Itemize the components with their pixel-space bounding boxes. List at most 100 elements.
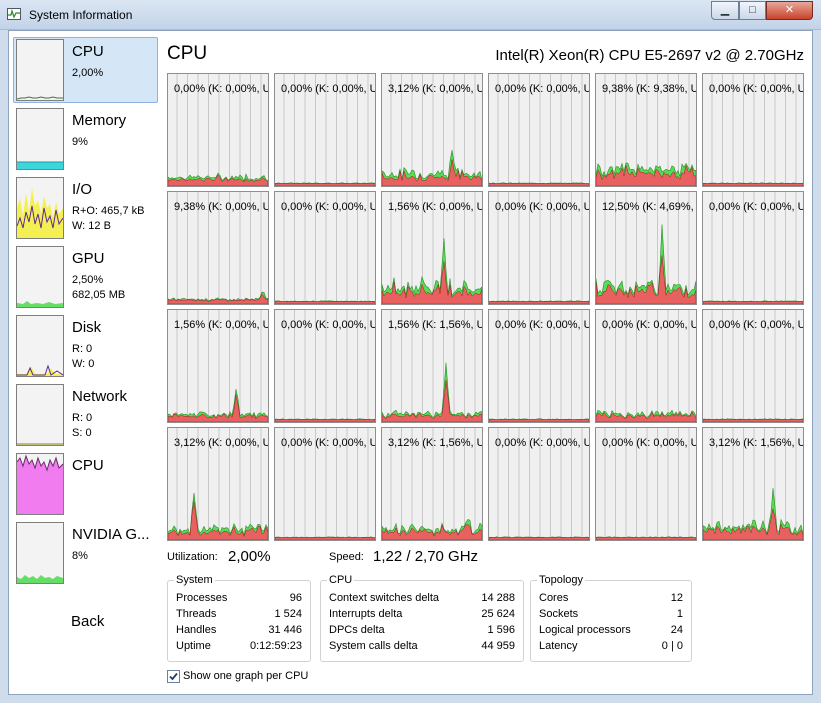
memory-thumbnail-graph: [16, 108, 64, 170]
core-graph-9: 0,00% (K: 0,00%, U: [488, 191, 590, 305]
window-title: System Information: [29, 8, 133, 22]
speed-label: Speed:: [329, 551, 364, 563]
sidebar-item-gpu[interactable]: GPU 2,50% 682,05 MB: [13, 244, 158, 310]
core-graph-label: 3,12% (K: 1,56%, U: [388, 437, 483, 449]
core-graph-label: 0,00% (K: 0,00%, U: [709, 201, 804, 213]
sidebar-value: 682,05 MB: [72, 289, 126, 301]
window-client: CPU 2,00% Memory 9% I/O R+O: 465,7 kB W:…: [8, 30, 813, 695]
maximize-button[interactable]: □: [739, 1, 766, 20]
core-graph-label: 0,00% (K: 0,00%, U: [709, 319, 804, 331]
stat-value: 24: [670, 624, 683, 636]
core-graph-17: 0,00% (K: 0,00%, U: [702, 309, 804, 423]
stat-value: 96: [289, 592, 302, 604]
group-title: Topology: [537, 574, 586, 586]
core-graph-18: 3,12% (K: 0,00%, U: [167, 427, 269, 541]
sidebar-item-disk[interactable]: Disk R: 0 W: 0: [13, 313, 158, 379]
core-graph-label: 3,12% (K: 0,00%, U: [388, 83, 483, 95]
core-graph-8: 1,56% (K: 0,00%, U: [381, 191, 483, 305]
minimize-button[interactable]: ▁: [711, 1, 739, 20]
core-graph-label: 9,38% (K: 0,00%, U: [174, 201, 269, 213]
sidebar-label: GPU: [72, 250, 105, 267]
core-graph-20: 3,12% (K: 1,56%, U: [381, 427, 483, 541]
stat-row: DPCs delta 1 596: [329, 624, 515, 640]
core-graph-11: 0,00% (K: 0,00%, U: [702, 191, 804, 305]
core-graph-label: 0,00% (K: 0,00%, U: [281, 83, 376, 95]
core-graph-13: 0,00% (K: 0,00%, U: [274, 309, 376, 423]
stat-value: 1: [676, 608, 683, 620]
core-graph-label: 0,00% (K: 0,00%, U: [281, 201, 376, 213]
sidebar-label: NVIDIA G...: [72, 526, 150, 543]
stat-row: Sockets 1: [539, 608, 683, 624]
sidebar-label: I/O: [72, 181, 93, 198]
sidebar-value: W: 0: [72, 358, 95, 370]
sidebar-value: R: 0: [72, 412, 93, 424]
group-title: CPU: [327, 574, 355, 586]
sidebar-item-nvidia[interactable]: NVIDIA G... 8%: [13, 520, 158, 586]
stat-row: Logical processors 24: [539, 624, 683, 640]
stat-value: 1 524: [274, 608, 302, 620]
stat-label: DPCs delta: [329, 624, 385, 636]
core-graph-10: 12,50% (K: 4,69%, U: [595, 191, 697, 305]
core-graph-label: 0,00% (K: 0,00%, U: [602, 437, 697, 449]
core-graph-2: 3,12% (K: 0,00%, U: [381, 73, 483, 187]
stat-row: Cores 12: [539, 592, 683, 608]
pulse-icon: [7, 8, 21, 20]
core-graph-label: 0,00% (K: 0,00%, U: [281, 319, 376, 331]
core-graph-4: 9,38% (K: 9,38%, U: [595, 73, 697, 187]
core-graph-label: 0,00% (K: 0,00%, U: [495, 319, 590, 331]
core-graph-label: 0,00% (K: 0,00%, U: [709, 83, 804, 95]
stat-label: Logical processors: [539, 624, 631, 636]
cpu-load-thumbnail-graph: [16, 453, 64, 515]
stat-label: Processes: [176, 592, 228, 604]
sidebar-item-io[interactable]: I/O R+O: 465,7 kB W: 12 B: [13, 175, 158, 241]
topology-group: Topology Cores 12 Sockets 1 Logical proces…: [530, 574, 692, 662]
core-graph-0: 0,00% (K: 0,00%, U: [167, 73, 269, 187]
core-graph-21: 0,00% (K: 0,00%, U: [488, 427, 590, 541]
stat-row: Latency 0 | 0: [539, 640, 683, 656]
core-graph-label: 0,00% (K: 0,00%, U: [174, 83, 269, 95]
sidebar-item-network[interactable]: Network R: 0 S: 0: [13, 382, 158, 448]
core-graph-label: 1,56% (K: 1,56%, U: [388, 319, 483, 331]
core-graph-label: 0,00% (K: 0,00%, U: [281, 437, 376, 449]
sidebar-label: Memory: [72, 112, 127, 129]
sidebar-label: CPU: [72, 457, 104, 474]
core-graph-19: 0,00% (K: 0,00%, U: [274, 427, 376, 541]
sidebar-item-memory[interactable]: Memory 9%: [13, 106, 158, 172]
core-graph-7: 0,00% (K: 0,00%, U: [274, 191, 376, 305]
sidebar-value: 2,50%: [72, 274, 104, 286]
core-graph-label: 1,56% (K: 0,00%, U: [388, 201, 483, 213]
stat-row: Processes 96: [176, 592, 302, 608]
sidebar-item-cpu-load[interactable]: CPU: [13, 451, 158, 517]
stat-value: 1 596: [487, 624, 515, 636]
title-bar: System Information ▁ □ ✕: [0, 0, 821, 30]
core-graph-23: 3,12% (K: 1,56%, U: [702, 427, 804, 541]
close-button[interactable]: ✕: [766, 1, 813, 20]
sidebar-item-cpu[interactable]: CPU 2,00%: [13, 37, 158, 103]
stat-label: Threads: [176, 608, 217, 620]
cpu-thumbnail-graph: [16, 39, 64, 101]
one-graph-checkbox[interactable]: [167, 670, 180, 683]
sidebar-label: CPU: [72, 43, 104, 60]
sidebar-value: R: 0: [72, 343, 93, 355]
sidebar-label: Disk: [72, 319, 102, 336]
stat-label: Interrupts delta: [329, 608, 403, 620]
core-graph-label: 0,00% (K: 0,00%, U: [602, 319, 697, 331]
cpu-model: Intel(R) Xeon(R) CPU E5-2697 v2 @ 2.70GH…: [495, 47, 804, 64]
core-graph-label: 3,12% (K: 0,00%, U: [174, 437, 269, 449]
sidebar-value: 9%: [72, 136, 88, 148]
stat-label: Cores: [539, 592, 569, 604]
stat-value: 31 446: [268, 624, 302, 636]
core-graph-label: 0,00% (K: 0,00%, U: [495, 201, 590, 213]
back-button[interactable]: Back: [71, 613, 105, 630]
core-graph-label: 0,00% (K: 0,00%, U: [495, 83, 590, 95]
utilization-label: Utilization:: [167, 551, 218, 563]
core-graph-1: 0,00% (K: 0,00%, U: [274, 73, 376, 187]
system-group: System Processes 96 Threads 1 524 Handles 3…: [167, 574, 311, 662]
stat-value: 12: [670, 592, 683, 604]
sidebar-value: 2,00%: [72, 67, 104, 79]
stat-value: 14 288: [481, 592, 515, 604]
core-graph-12: 1,56% (K: 0,00%, U: [167, 309, 269, 423]
sidebar-label: Network: [72, 388, 128, 405]
sidebar-value: R+O: 465,7 kB: [72, 205, 145, 217]
core-graph-5: 0,00% (K: 0,00%, U: [702, 73, 804, 187]
